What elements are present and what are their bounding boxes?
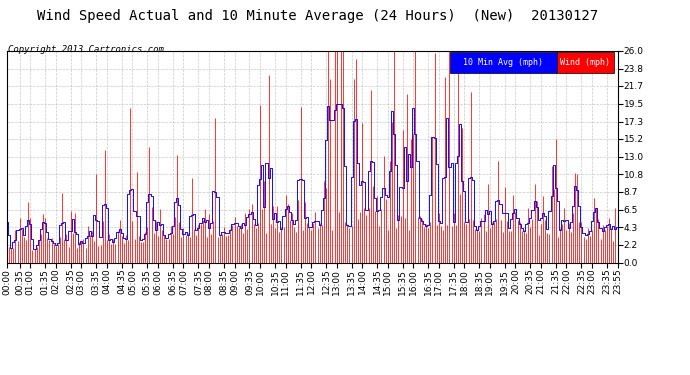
Text: Wind Speed Actual and 10 Minute Average (24 Hours)  (New)  20130127: Wind Speed Actual and 10 Minute Average … [37, 9, 598, 23]
Text: Copyright 2013 Cartronics.com: Copyright 2013 Cartronics.com [8, 45, 164, 54]
Text: Wind (mph): Wind (mph) [560, 58, 611, 68]
Text: 10 Min Avg (mph): 10 Min Avg (mph) [464, 58, 543, 68]
